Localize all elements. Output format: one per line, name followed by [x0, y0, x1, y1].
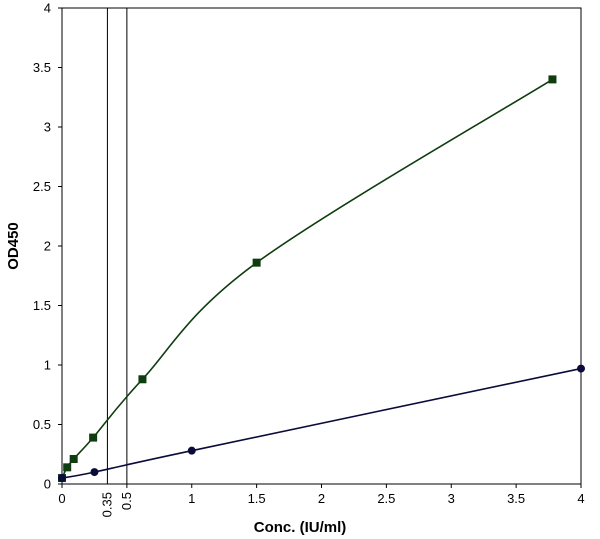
x-tick-label: 2.5: [377, 491, 395, 506]
y-tick-label: 4: [44, 1, 51, 16]
x-tick-label: 3: [448, 491, 455, 506]
y-tick-label: 3: [44, 120, 51, 135]
data-point-circle: [187, 446, 196, 455]
plot-area: [61, 7, 582, 485]
y-tick-label: 0: [44, 477, 51, 492]
y-tick-label: 2: [44, 239, 51, 254]
data-point-square: [69, 455, 78, 464]
x-tick-label: 2: [318, 491, 325, 506]
data-point-circle: [90, 468, 99, 477]
y-tick-label: 2.5: [33, 179, 51, 194]
data-point-square: [89, 433, 98, 442]
data-point-circle: [58, 474, 66, 483]
x-extra-tick-label: 0.5: [119, 492, 134, 510]
data-point-circle: [577, 364, 585, 373]
x-tick-label: 4: [577, 491, 584, 506]
y-tick-label: 0.5: [33, 417, 51, 432]
x-tick-label: 3.5: [507, 491, 525, 506]
x-tick-label: 1.5: [248, 491, 266, 506]
x-extra-tick-label: 0.35: [99, 492, 114, 517]
data-point-square: [138, 375, 147, 384]
data-point-square: [252, 258, 261, 267]
y-tick-label: 1: [44, 358, 51, 373]
data-point-square: [63, 463, 72, 472]
data-point-square: [548, 75, 557, 84]
x-tick-label: 1: [188, 491, 195, 506]
y-tick-label: 3.5: [33, 60, 51, 75]
y-tick-label: 1.5: [33, 298, 51, 313]
x-tick-label: 0: [58, 491, 65, 506]
y-axis-title: OD450: [5, 222, 22, 270]
x-axis-title: Conc. (IU/ml): [254, 519, 347, 536]
